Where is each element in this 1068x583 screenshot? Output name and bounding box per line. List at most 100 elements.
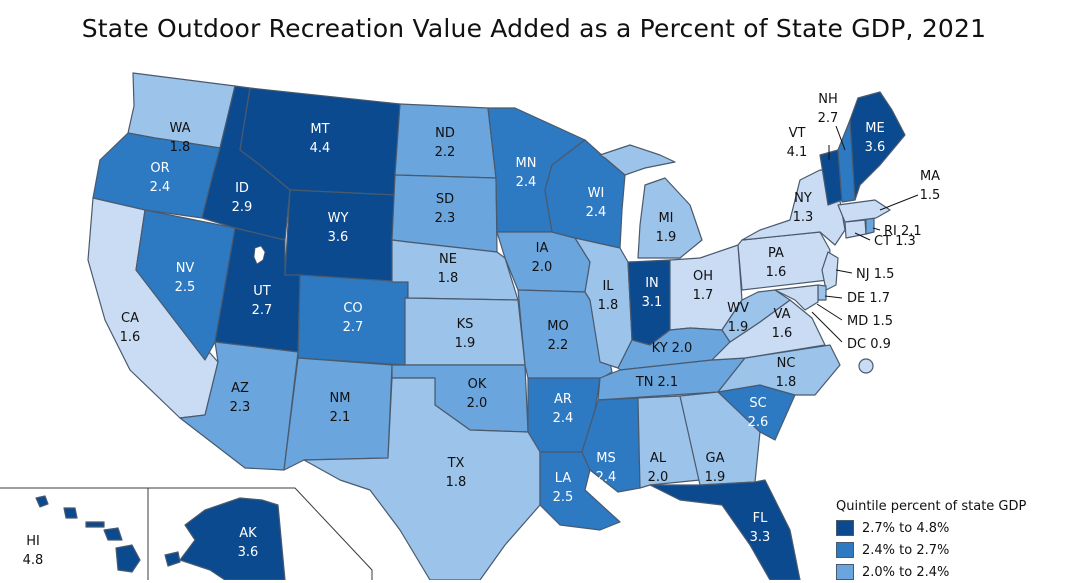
state-NJ[interactable] — [821, 251, 839, 291]
callout-labels: VT 4.1 NH 2.7 MA 1.5 RI 2.1 CT 1.3 NJ 1.5 D… — [787, 92, 941, 352]
label-nv: NV 2.5 — [175, 261, 196, 295]
leader-ct — [854, 232, 871, 241]
state-ME[interactable] — [849, 91, 906, 201]
state-PA[interactable] — [737, 231, 831, 291]
label-va: VA 1.6 — [772, 307, 793, 341]
label-ak: AK 3.6 — [238, 526, 259, 560]
label-de: DE 1.7 — [847, 291, 890, 306]
hawaii-island-oahu[interactable] — [63, 507, 78, 519]
label-ky: KY 2.0 — [652, 341, 693, 356]
label-nm: NM 2.1 — [330, 391, 351, 425]
alaska-islands[interactable] — [164, 551, 181, 567]
label-fl: FL 3.3 — [750, 511, 771, 545]
state-IL[interactable] — [574, 237, 633, 369]
state-RI[interactable] — [865, 217, 875, 235]
leader-ri — [872, 227, 881, 231]
hawaii-islands — [35, 495, 141, 573]
state-NE[interactable] — [391, 239, 519, 301]
state-NV[interactable] — [135, 209, 236, 361]
state-MI-upper[interactable] — [599, 144, 676, 176]
state-TX[interactable] — [303, 377, 541, 580]
label-mo: MO 2.2 — [547, 319, 568, 353]
label-sd: SD 2.3 — [435, 192, 456, 226]
label-co: CO 2.7 — [343, 301, 364, 335]
label-ms: MS 2.4 — [596, 451, 617, 485]
label-ca: CA 1.6 — [120, 311, 141, 345]
label-mt: MT 4.4 — [310, 122, 331, 156]
legend-label: 2.7% to 4.8% — [862, 520, 950, 536]
small-state-labels: KY 2.0 TN 2.1 — [635, 341, 693, 390]
state-MA[interactable] — [837, 199, 891, 223]
label-ia: IA 2.0 — [532, 241, 553, 275]
label-ma: MA 1.5 — [920, 169, 941, 203]
state-MD[interactable] — [774, 284, 819, 311]
label-vt: VT 4.1 — [787, 126, 808, 160]
label-wv: WV 1.9 — [727, 301, 749, 335]
label-me: ME 3.6 — [865, 121, 886, 155]
state-CT[interactable] — [844, 219, 867, 239]
hawaii-island-molokai[interactable] — [85, 521, 105, 528]
hawaii-island-kauai[interactable] — [35, 495, 49, 508]
label-ks: KS 1.9 — [455, 317, 476, 351]
state-DE[interactable] — [817, 284, 827, 301]
label-az: AZ 2.3 — [230, 381, 251, 415]
state-FL[interactable] — [649, 479, 801, 580]
legend: Quintile percent of state GDP 2.7% to 4.… — [836, 499, 1068, 583]
label-ut: UT 2.7 — [252, 284, 273, 318]
leader-ma — [879, 194, 919, 211]
legend-item: 2.4% to 2.7% — [836, 539, 1068, 561]
state-WI[interactable] — [544, 139, 626, 249]
hawaii-island-hawaii[interactable] — [115, 544, 141, 573]
label-pa: PA 1.6 — [766, 246, 787, 280]
label-oh: OH 1.7 — [693, 269, 714, 303]
label-tx: TX 1.8 — [446, 456, 467, 490]
state-AZ[interactable] — [179, 341, 299, 471]
hawaii-island-maui[interactable] — [103, 527, 123, 541]
label-ri: RI 2.1 — [884, 224, 922, 239]
label-hi: HI 4.8 — [23, 534, 44, 568]
label-il: IL 1.8 — [598, 279, 619, 313]
inset-frame-alaska — [148, 487, 373, 580]
state-MI[interactable] — [637, 177, 703, 259]
label-mi: MI 1.9 — [656, 211, 677, 245]
label-md: MD 1.5 — [847, 314, 893, 329]
label-la: LA 2.5 — [553, 471, 574, 505]
label-wa: WA 1.8 — [169, 121, 190, 155]
label-ct: CT 1.3 — [874, 234, 916, 249]
legend-label: 2.4% to 2.7% — [862, 542, 950, 558]
legend-label: 2.0% to 2.4% — [862, 564, 950, 580]
label-wy: WY 3.6 — [328, 211, 349, 245]
label-or: OR 2.4 — [150, 161, 171, 195]
leader-nh — [835, 125, 846, 151]
label-mn: MN 2.4 — [516, 156, 537, 190]
great-salt-lake-icon — [253, 245, 266, 265]
leader-md — [816, 303, 843, 321]
leader-nj — [835, 269, 853, 274]
label-ar: AR 2.4 — [553, 392, 574, 426]
label-in: IN 3.1 — [642, 276, 663, 310]
label-al: AL 2.0 — [648, 451, 669, 485]
label-id: ID 2.9 — [232, 181, 253, 215]
label-tn: TN 2.1 — [635, 375, 678, 390]
leader-dc — [811, 311, 843, 343]
leader-lines — [811, 125, 919, 343]
label-nh: NH 2.7 — [818, 92, 839, 126]
map-title: State Outdoor Recreation Value Added as … — [81, 14, 987, 43]
label-ok: OK 2.0 — [467, 377, 488, 411]
label-nc: NC 1.8 — [776, 356, 797, 390]
state-WV[interactable] — [721, 289, 791, 343]
state-GA[interactable] — [679, 391, 761, 486]
legend-swatch — [836, 520, 854, 536]
state-AK[interactable] — [179, 497, 286, 580]
state-ND[interactable] — [394, 103, 497, 179]
label-wi: WI 2.4 — [586, 186, 607, 220]
legend-swatch — [836, 542, 854, 558]
label-ny: NY 1.3 — [793, 191, 814, 225]
leader-de — [824, 295, 843, 299]
state-AL[interactable] — [637, 395, 701, 489]
legend-swatch — [836, 564, 854, 580]
label-ga: GA 1.9 — [705, 451, 726, 485]
label-dc: DC 0.9 — [847, 337, 891, 352]
dc-marker[interactable] — [858, 358, 874, 374]
